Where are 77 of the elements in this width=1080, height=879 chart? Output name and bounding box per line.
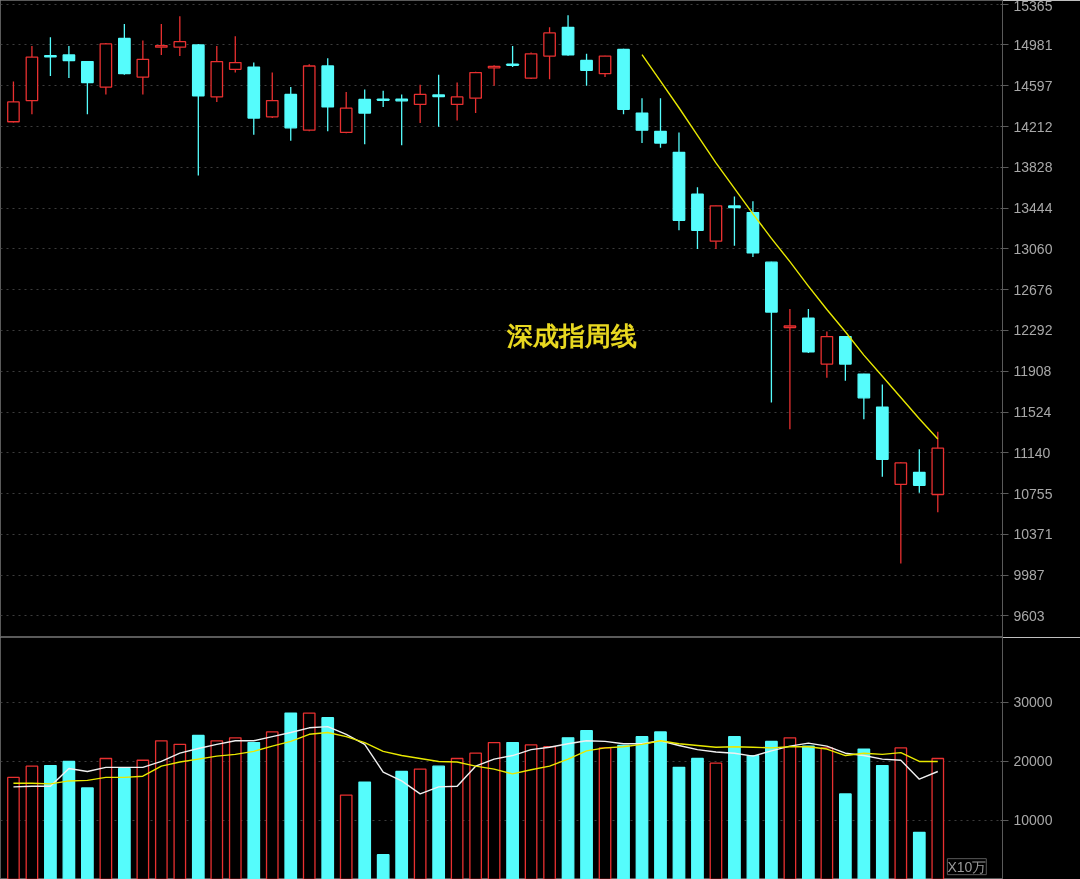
text: X10万 (947, 858, 987, 875)
candlestick (450, 81, 464, 122)
bar (395, 770, 409, 879)
bar (580, 730, 593, 879)
bar (635, 736, 649, 879)
y-tick-label: 10755 (1013, 485, 1053, 502)
y-tick-label: 12676 (1013, 281, 1053, 298)
y-tick-label: 14597 (1013, 77, 1053, 94)
bar (691, 757, 704, 879)
candlestick (543, 26, 556, 80)
y-tick-label: 20000 (1013, 753, 1053, 770)
bar (728, 736, 741, 879)
candlestick (635, 97, 649, 144)
bar (746, 754, 760, 879)
y-tick-label: 30000 (1013, 694, 1053, 711)
bar (802, 745, 815, 879)
y-tick-label: 14212 (1013, 118, 1053, 135)
y-tick-label: 11908 (1013, 363, 1052, 380)
candlestick (654, 97, 667, 149)
bar (117, 767, 131, 879)
bar (506, 741, 519, 879)
candlestick (81, 60, 94, 115)
candlestick (506, 45, 519, 68)
y-tick-label: 11524 (1013, 404, 1052, 420)
bar (191, 734, 205, 879)
bar (561, 737, 575, 879)
y-tick-label: 13444 (1013, 200, 1053, 217)
y-tick-label: 12292 (1013, 322, 1053, 339)
line-series (12, 725, 939, 795)
candlestick (413, 84, 427, 124)
bar (857, 748, 871, 879)
candlestick (228, 35, 242, 74)
bar (247, 741, 261, 879)
bar (321, 717, 335, 879)
annotation: 深成指周线 (505, 320, 637, 351)
y-tick-label: 14981 (1013, 36, 1053, 53)
bar (284, 712, 298, 879)
candlestick (358, 88, 372, 145)
candlestick (598, 55, 612, 78)
candlestick (154, 23, 168, 56)
candlestick (62, 45, 76, 79)
y-tick-label: 15365 (1013, 0, 1053, 14)
bar (875, 764, 889, 879)
y-tick-label: 10000 (1013, 812, 1053, 829)
y-tick-label: 10371 (1013, 526, 1053, 543)
y-tick-label: 9603 (1013, 607, 1045, 624)
y-tick-label: 13828 (1013, 159, 1053, 176)
candlestick (580, 53, 593, 87)
candlestick (783, 308, 797, 430)
bar (838, 793, 852, 879)
candlestick (728, 195, 741, 247)
bar (358, 781, 372, 879)
y-tick-label: 13060 (1013, 240, 1053, 257)
candlestick (265, 71, 279, 119)
bar (672, 766, 686, 879)
line-series (12, 731, 939, 785)
candlestick (136, 39, 150, 96)
bar (81, 787, 94, 879)
bar (765, 740, 778, 879)
y-tick-label: 11140 (1013, 444, 1051, 461)
candlestick (857, 373, 871, 420)
candlestick (894, 461, 908, 565)
y-tick-label: 9987 (1013, 567, 1045, 584)
candlestick (432, 74, 446, 128)
candlestick (7, 80, 20, 124)
candlestick (173, 15, 187, 57)
candlestick (44, 36, 57, 77)
bar (62, 760, 76, 879)
bar (912, 831, 926, 879)
candlestick (912, 448, 926, 494)
candlestick (487, 64, 501, 87)
bar (617, 744, 630, 879)
bar (654, 731, 667, 879)
bar (44, 764, 57, 879)
line-series (641, 53, 939, 440)
bar (376, 854, 390, 879)
bar (432, 765, 446, 879)
